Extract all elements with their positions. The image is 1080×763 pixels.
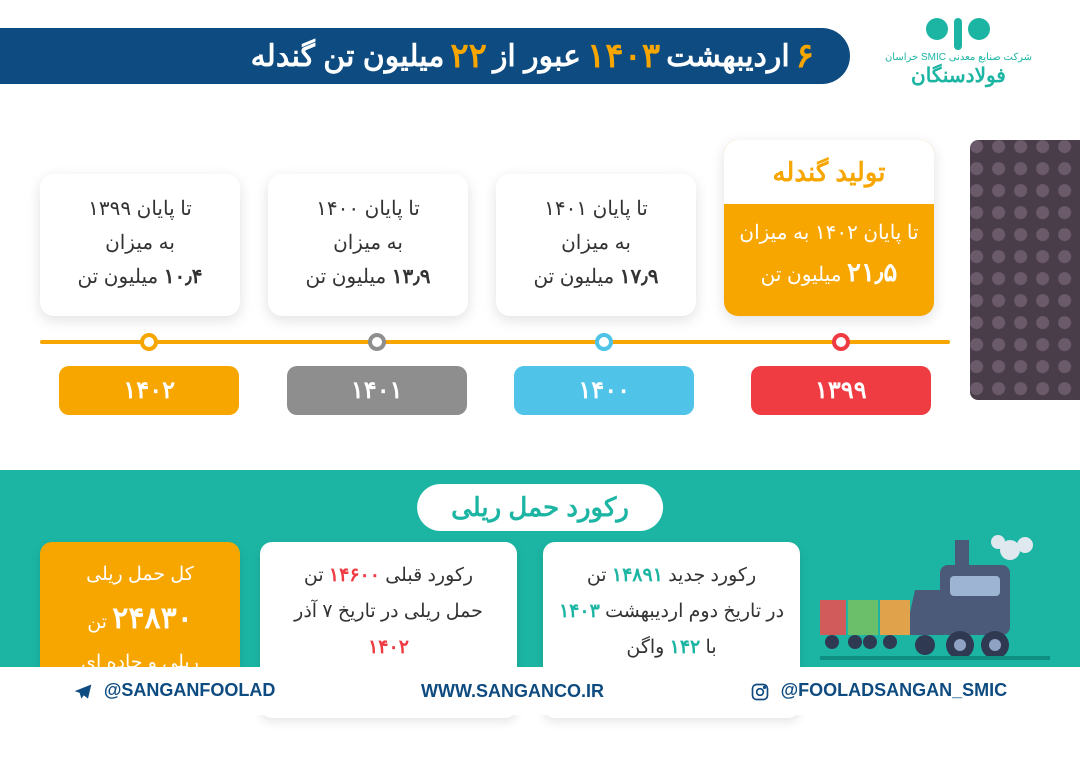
timeline-dot (595, 333, 613, 351)
text: با (706, 637, 717, 658)
total-unit: تن (87, 612, 107, 633)
headline-amount: ۲۲ (450, 36, 487, 76)
telegram-icon (73, 682, 93, 702)
rail-section-title: رکورد حمل ریلی (417, 484, 663, 531)
value: ۱۴۰۲ (368, 637, 409, 658)
timeline-card-1401: تا پایان ۱۴۰۱ به میزان ۱۷٫۹ میلیون تن (496, 174, 696, 316)
text: تن (304, 565, 324, 586)
total-label: کل حمل ریلی (50, 558, 230, 592)
headline-year: ۱۴۰۳ (587, 36, 660, 76)
logo-title: فولادسنگان (885, 63, 1032, 88)
card-line: تا پایان ۱۴۰۱ (510, 192, 682, 226)
timeline-card-1402-featured: تولید گندله تا پایان ۱۴۰۲ به میزان ۲۱٫۵ … (724, 140, 934, 316)
timeline-dot (140, 333, 158, 351)
featured-heading: تولید گندله (724, 140, 934, 204)
timeline-card-1399: تا پایان ۱۳۹۹ به میزان ۱۰٫۴ میلیون تن (40, 174, 240, 316)
card-amount: ۱۰٫۴ (164, 266, 203, 288)
card-unit: میلیون تن (77, 266, 158, 288)
logo-subtitle: شرکت صنایع معدنی SMIC خراسان (885, 52, 1032, 63)
footer-instagram: @FOOLADSANGAN_SMIC (750, 680, 1008, 701)
year-pill-1401: ۱۴۰۱ (287, 366, 467, 415)
timeline-dot (832, 333, 850, 351)
production-timeline: تا پایان ۱۳۹۹ به میزان ۱۰٫۴ میلیون تن تا… (40, 140, 950, 440)
text: رکورد قبلی (385, 565, 473, 586)
text: واگن (626, 637, 664, 658)
year-pill-1402: ۱۴۰۲ (59, 366, 239, 415)
card-unit: میلیون تن (305, 266, 386, 288)
rail-record-section: رکورد حمل ریلی رکور (0, 470, 1080, 715)
year-pill-1399: ۱۳۹۹ (751, 366, 931, 415)
footer-website: WWW.SANGANCO.IR (421, 681, 604, 702)
timeline-card-1400: تا پایان ۱۴۰۰ به میزان ۱۳٫۹ میلیون تن (268, 174, 468, 316)
brand-logo: شرکت صنایع معدنی SMIC خراسان فولادسنگان (885, 18, 1032, 88)
pellets-image (970, 140, 1080, 400)
headline-month: اردیبهشت (666, 39, 790, 74)
value: ۱۴۸۹۱ (612, 565, 663, 586)
infographic-page: شرکت صنایع معدنی SMIC خراسان فولادسنگان … (0, 0, 1080, 763)
footer: @SANGANFOOLAD WWW.SANGANCO.IR @FOOLADSAN… (0, 667, 1080, 715)
total-value: ۲۴۸۳۰ (112, 602, 193, 635)
card-amount: ۱۷٫۹ (620, 266, 659, 288)
headline-day: ۶ (796, 36, 814, 76)
footer-telegram: @SANGANFOOLAD (73, 680, 276, 701)
card-unit: میلیون تن (533, 266, 614, 288)
timeline-track: ۱۴۰۲ ۱۴۰۱ ۱۴۰۰ ۱۳۹۹ (40, 340, 950, 344)
value: ۱۴۶۰۰ (329, 565, 380, 586)
card-line: تا پایان ۱۴۰۲ به میزان (738, 216, 920, 250)
card-unit: میلیون تن (761, 264, 842, 286)
text: حمل ریلی در تاریخ ۷ آذر (294, 601, 483, 622)
text: تن (587, 565, 607, 586)
text: در تاریخ دوم اردیبهشت (605, 601, 784, 622)
year-pill-1400: ۱۴۰۰ (514, 366, 694, 415)
logo-mark-icon (885, 18, 1032, 50)
headline-bar: ۶ اردیبهشت ۱۴۰۳ عبور از ۲۲ میلیون تن گند… (0, 28, 850, 84)
card-amount: ۱۳٫۹ (392, 266, 431, 288)
footer-telegram-text: @SANGANFOOLAD (104, 680, 276, 700)
card-line: تا پایان ۱۴۰۰ (282, 192, 454, 226)
instagram-icon (750, 682, 770, 702)
text: رکورد جدید (668, 565, 756, 586)
headline-post: میلیون تن گندله (251, 39, 445, 74)
card-line: به میزان (54, 226, 226, 260)
footer-instagram-text: @FOOLADSANGAN_SMIC (781, 680, 1008, 700)
timeline-cards: تا پایان ۱۳۹۹ به میزان ۱۰٫۴ میلیون تن تا… (40, 140, 950, 316)
card-line: به میزان (282, 226, 454, 260)
value: ۱۴۰۳ (559, 601, 600, 622)
card-line: به میزان (510, 226, 682, 260)
headline-mid: عبور از (493, 39, 581, 74)
train-icon (820, 530, 1050, 680)
timeline-dot (368, 333, 386, 351)
header: شرکت صنایع معدنی SMIC خراسان فولادسنگان … (0, 0, 1080, 110)
card-line: تا پایان ۱۳۹۹ (54, 192, 226, 226)
card-amount: ۲۱٫۵ (847, 257, 897, 287)
value: ۱۴۲ (670, 637, 701, 658)
